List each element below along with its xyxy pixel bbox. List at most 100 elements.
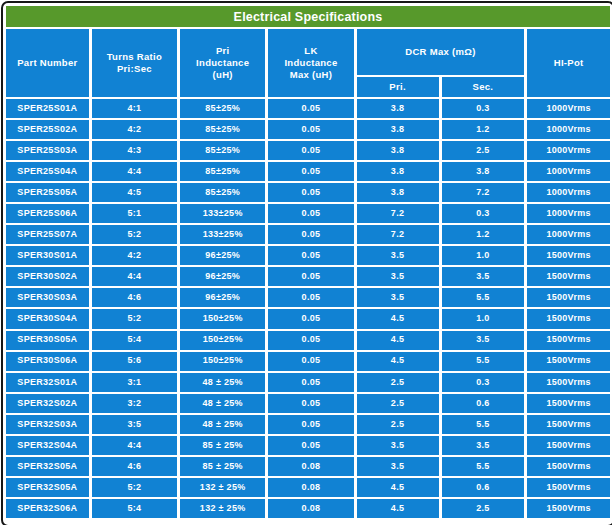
cell-pri-inductance: 96±25% (180, 246, 265, 265)
cell-hi-pot: 1000Vrms (527, 120, 610, 139)
cell-turns-ratio: 5:2 (92, 225, 177, 244)
cell-part-number: SPER32S02A (6, 394, 89, 413)
cell-dcr-pri: 4.5 (357, 499, 439, 518)
cell-turns-ratio: 4:4 (92, 267, 177, 286)
cell-turns-ratio: 4:4 (92, 162, 177, 181)
cell-pri-inductance: 85±25% (180, 183, 265, 202)
cell-hi-pot: 1500Vrms (527, 415, 610, 434)
cell-lk-inductance: 0.05 (268, 331, 353, 350)
cell-hi-pot: 1500Vrms (527, 246, 610, 265)
cell-dcr-pri: 3.8 (357, 120, 439, 139)
cell-dcr-pri: 3.8 (357, 183, 439, 202)
cell-hi-pot: 1000Vrms (527, 204, 610, 223)
cell-dcr-sec: 0.3 (442, 204, 525, 223)
cell-lk-inductance: 0.05 (268, 352, 353, 371)
cell-dcr-pri: 3.8 (357, 162, 439, 181)
page-frame: Electrical Specifications Part Number Tu… (1, 1, 612, 525)
table-title-bar: Electrical Specifications (6, 6, 610, 27)
cell-part-number: SPER30S02A (6, 267, 89, 286)
cell-pri-inductance: 150±25% (180, 352, 265, 371)
cell-dcr-pri: 3.8 (357, 141, 439, 160)
cell-part-number: SPER30S03A (6, 288, 89, 307)
cell-pri-inductance: 132 ± 25% (180, 499, 265, 518)
cell-dcr-pri: 3.5 (357, 267, 439, 286)
cell-hi-pot: 1500Vrms (527, 373, 610, 392)
cell-dcr-sec: 5.5 (442, 415, 525, 434)
cell-hi-pot: 1500Vrms (527, 309, 610, 328)
cell-hi-pot: 1000Vrms (527, 99, 610, 118)
cell-part-number: SPER32S03A (6, 415, 89, 434)
col-header-lk-inductance: LK Inductance Max (uH) (268, 29, 353, 97)
cell-turns-ratio: 3:1 (92, 373, 177, 392)
cell-dcr-sec: 3.5 (442, 436, 525, 455)
cell-dcr-pri: 7.2 (357, 225, 439, 244)
cell-hi-pot: 1000Vrms (527, 183, 610, 202)
cell-pri-inductance: 85 ± 25% (180, 436, 265, 455)
cell-turns-ratio: 5:4 (92, 331, 177, 350)
cell-dcr-sec: 3.5 (442, 331, 525, 350)
cell-dcr-sec: 3.5 (442, 267, 525, 286)
cell-turns-ratio: 4:6 (92, 457, 177, 476)
cell-lk-inductance: 0.05 (268, 120, 353, 139)
cell-dcr-sec: 0.3 (442, 99, 525, 118)
cell-hi-pot: 1000Vrms (527, 141, 610, 160)
cell-pri-inductance: 85±25% (180, 141, 265, 160)
cell-turns-ratio: 5:2 (92, 309, 177, 328)
cell-turns-ratio: 4:6 (92, 288, 177, 307)
cell-turns-ratio: 4:2 (92, 246, 177, 265)
cell-hi-pot: 1500Vrms (527, 499, 610, 518)
col-header-hi-pot: HI-Pot (527, 29, 610, 97)
cell-hi-pot: 1500Vrms (527, 267, 610, 286)
col-header-dcr-sec: Sec. (442, 77, 525, 97)
cell-dcr-sec: 7.2 (442, 183, 525, 202)
cell-dcr-pri: 4.5 (357, 478, 439, 497)
cell-part-number: SPER25S05A (6, 183, 89, 202)
cell-pri-inductance: 85±25% (180, 162, 265, 181)
cell-part-number: SPER30S01A (6, 246, 89, 265)
cell-dcr-pri: 3.5 (357, 246, 439, 265)
cell-pri-inductance: 132 ± 25% (180, 478, 265, 497)
cell-pri-inductance: 85±25% (180, 99, 265, 118)
cell-turns-ratio: 4:3 (92, 141, 177, 160)
cell-lk-inductance: 0.08 (268, 457, 353, 476)
cell-dcr-sec: 2.5 (442, 499, 525, 518)
cell-hi-pot: 1500Vrms (527, 436, 610, 455)
cell-hi-pot: 1500Vrms (527, 331, 610, 350)
cell-pri-inductance: 85 ± 25% (180, 457, 265, 476)
cell-lk-inductance: 0.05 (268, 141, 353, 160)
cell-dcr-pri: 4.5 (357, 309, 439, 328)
cell-part-number: SPER25S01A (6, 99, 89, 118)
cell-pri-inductance: 96±25% (180, 288, 265, 307)
cell-hi-pot: 1500Vrms (527, 457, 610, 476)
cell-part-number: SPER30S06A (6, 352, 89, 371)
cell-lk-inductance: 0.05 (268, 415, 353, 434)
cell-part-number: SPER25S07A (6, 225, 89, 244)
spec-table: Part Number Turns Ratio Pri:Sec Pri Indu… (6, 29, 610, 518)
cell-pri-inductance: 96±25% (180, 267, 265, 286)
cell-turns-ratio: 5:1 (92, 204, 177, 223)
cell-dcr-pri: 3.5 (357, 457, 439, 476)
cell-turns-ratio: 4:1 (92, 99, 177, 118)
cell-dcr-sec: 2.5 (442, 141, 525, 160)
col-header-part-number: Part Number (6, 29, 89, 97)
cell-hi-pot: 1000Vrms (527, 225, 610, 244)
col-header-turns-ratio: Turns Ratio Pri:Sec (92, 29, 177, 97)
cell-hi-pot: 1500Vrms (527, 394, 610, 413)
col-header-dcr-max: DCR Max (mΩ) (357, 29, 525, 75)
cell-dcr-pri: 4.5 (357, 352, 439, 371)
cell-dcr-pri: 3.5 (357, 288, 439, 307)
cell-dcr-pri: 7.2 (357, 204, 439, 223)
cell-dcr-sec: 1.0 (442, 246, 525, 265)
cell-turns-ratio: 4:2 (92, 120, 177, 139)
cell-part-number: SPER25S04A (6, 162, 89, 181)
cell-lk-inductance: 0.05 (268, 183, 353, 202)
cell-lk-inductance: 0.05 (268, 436, 353, 455)
cell-part-number: SPER30S04A (6, 309, 89, 328)
cell-turns-ratio: 4:5 (92, 183, 177, 202)
cell-dcr-sec: 1.2 (442, 120, 525, 139)
cell-pri-inductance: 85±25% (180, 120, 265, 139)
cell-lk-inductance: 0.05 (268, 309, 353, 328)
cell-dcr-pri: 3.5 (357, 436, 439, 455)
table-title: Electrical Specifications (234, 10, 383, 24)
cell-dcr-sec: 3.8 (442, 162, 525, 181)
